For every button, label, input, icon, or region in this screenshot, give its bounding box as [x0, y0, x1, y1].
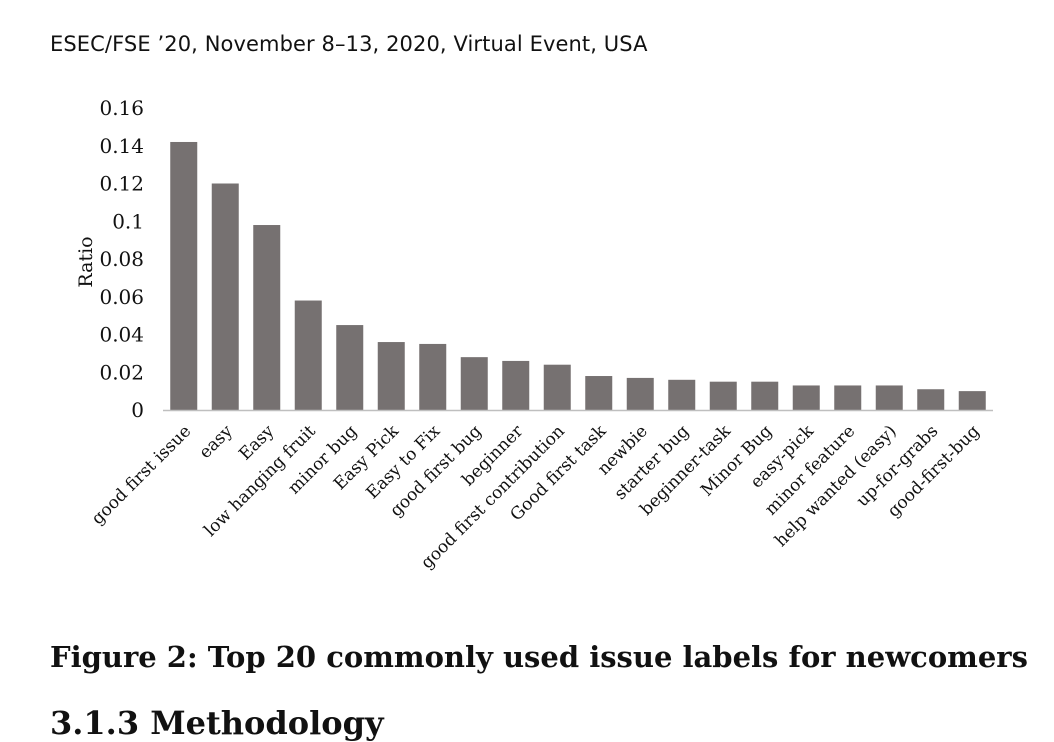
bar — [419, 343, 447, 410]
y-tick-label: 0.14 — [99, 134, 144, 158]
bar — [834, 385, 862, 410]
bar — [336, 325, 364, 410]
bar — [585, 376, 613, 410]
x-tick-label: good first issue — [88, 421, 195, 528]
bar — [543, 364, 571, 410]
y-tick-label: 0.08 — [99, 247, 144, 271]
bar — [751, 381, 779, 410]
y-tick-label: 0.06 — [99, 285, 144, 309]
y-axis-label: Ratio — [75, 236, 97, 287]
bar-chart: 0 0.02 0.04 0.06 0.08 0.1 0.12 0.14 0.16 Ratio g… — [75, 96, 993, 573]
y-tick-label: 0.04 — [99, 323, 144, 347]
bar — [377, 342, 405, 410]
bar — [170, 141, 198, 410]
x-tick-label: easy — [195, 421, 237, 463]
bar — [294, 300, 322, 410]
bar — [875, 385, 903, 410]
bar — [668, 379, 696, 410]
bar — [211, 183, 239, 410]
bar — [792, 385, 820, 410]
bar — [709, 381, 737, 410]
running-header: ESEC/FSE ’20, November 8–13, 2020, Virtu… — [50, 32, 648, 56]
figure-caption: Figure 2: Top 20 commonly used issue lab… — [50, 640, 1028, 674]
y-axis-ticks: 0 0.02 0.04 0.06 0.08 0.1 0.12 0.14 0.16 — [99, 96, 144, 422]
bar — [626, 377, 654, 410]
bar — [917, 389, 945, 410]
y-tick-label: 0.12 — [99, 172, 144, 196]
bar — [502, 360, 530, 410]
section-heading: 3.1.3 Methodology — [50, 704, 384, 742]
y-tick-label: 0.02 — [99, 360, 144, 384]
bar — [958, 391, 986, 410]
y-tick-label: 0 — [131, 398, 144, 422]
y-tick-label: 0.1 — [112, 209, 144, 233]
bars — [170, 141, 986, 410]
bar — [253, 225, 281, 410]
y-tick-label: 0.16 — [99, 96, 144, 120]
bar — [460, 357, 488, 410]
